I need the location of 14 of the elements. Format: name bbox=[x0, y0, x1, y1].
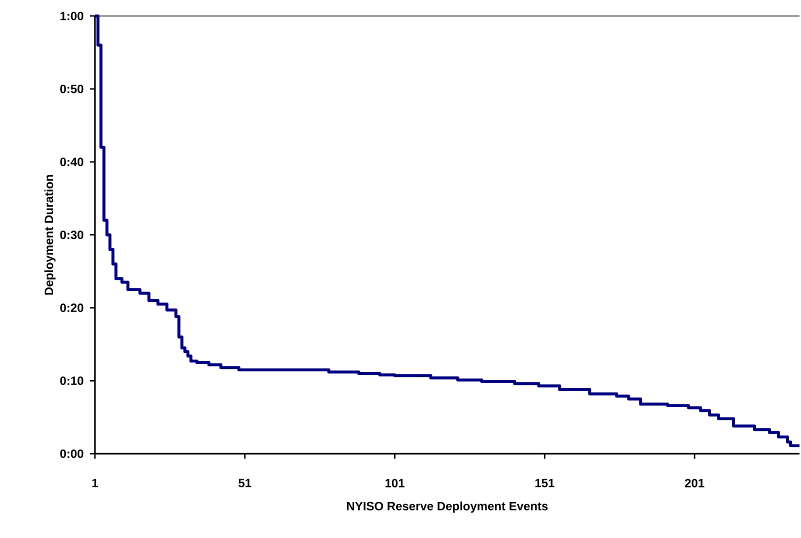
y-tick-label: 1:00 bbox=[60, 12, 84, 20]
x-tick-label: 51 bbox=[238, 479, 252, 488]
y-axis-title: Deployment Duration bbox=[44, 175, 56, 295]
y-tick-label: 0:00 bbox=[60, 450, 84, 458]
x-axis-title: NYISO Reserve Deployment Events bbox=[347, 502, 548, 513]
x-tick-label: 1 bbox=[92, 479, 98, 488]
y-tick-label: 0:20 bbox=[60, 304, 84, 312]
y-tick-label: 0:40 bbox=[60, 158, 84, 166]
x-tick-label: 151 bbox=[535, 479, 554, 488]
x-tick-label: 101 bbox=[386, 479, 404, 488]
y-tick-label: 0:10 bbox=[60, 376, 84, 386]
y-tick-label: 0:50 bbox=[60, 84, 84, 94]
y-tick-label: 0:30 bbox=[60, 230, 84, 240]
x-tick-label: 201 bbox=[684, 479, 704, 488]
